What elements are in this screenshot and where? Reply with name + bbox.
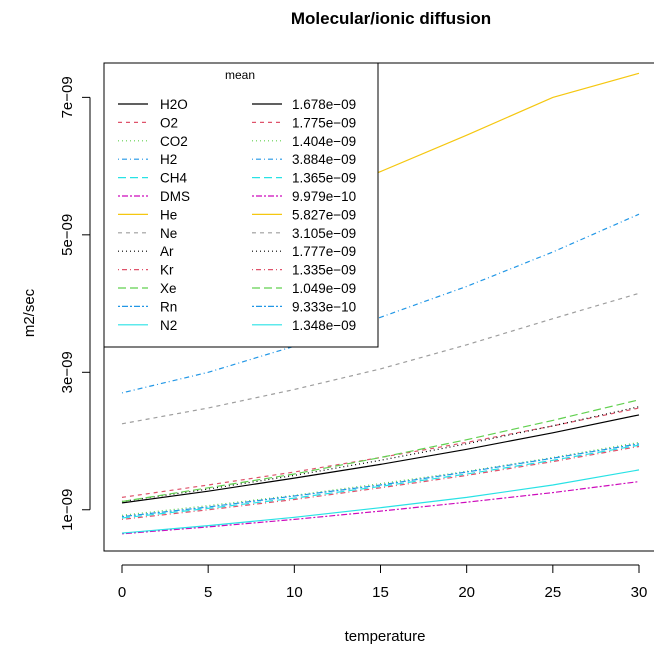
series-line-ne: [121, 292, 640, 425]
legend: mean H2O 1.678e−09 O2 1.775e−09 CO2 1.404e−09…: [103, 62, 379, 348]
legend-mean-rn: 9.333e−10: [292, 299, 356, 314]
series-line-n2: [121, 469, 640, 534]
legend-label-xe: Xe: [160, 281, 177, 296]
legend-mean-h2: 3.884e−09: [292, 152, 356, 167]
legend-label-h2o: H2O: [160, 97, 188, 112]
legend-mean-dms: 9.979e−10: [292, 189, 356, 204]
y-axis-label: m2/sec: [21, 288, 38, 337]
legend-mean-he: 5.827e−09: [292, 207, 356, 222]
legend-label-ne: Ne: [160, 226, 177, 241]
legend-mean-ch4: 1.365e−09: [292, 171, 356, 186]
series-line-rn: [121, 443, 640, 518]
series-line-h2: [121, 213, 640, 394]
legend-label-h2: H2: [160, 152, 177, 167]
legend-mean-kr: 1.335e−09: [292, 263, 356, 278]
series-line-xe: [121, 399, 640, 503]
series-line-co2: [121, 441, 640, 516]
legend-mean-ar: 1.777e−09: [292, 244, 356, 259]
series-line-ch4: [121, 444, 640, 519]
x-tick-label: 10: [286, 584, 303, 601]
legend-box: [103, 62, 379, 348]
legend-label-kr: Kr: [160, 263, 174, 278]
x-axis: 0 5 10 15 20 25 30: [118, 564, 648, 601]
legend-label-co2: CO2: [160, 134, 188, 149]
legend-mean-xe: 1.049e−09: [292, 281, 356, 296]
legend-label-dms: DMS: [160, 189, 190, 204]
legend-mean-co2: 1.404e−09: [292, 134, 356, 149]
legend-label-ar: Ar: [160, 244, 174, 259]
plot-lines: [121, 72, 640, 535]
x-tick-label: 15: [372, 584, 389, 601]
x-tick-label: 5: [204, 584, 212, 601]
y-tick-label: 3e−09: [59, 351, 76, 393]
x-tick-label: 0: [118, 584, 126, 601]
legend-mean-ne: 3.105e−09: [292, 226, 356, 241]
y-axis: 1e−09 3e−09 5e−09 7e−09: [59, 76, 91, 531]
legend-label-n2: N2: [160, 318, 177, 333]
legend-mean-n2: 1.348e−09: [292, 318, 356, 333]
x-axis-label: temperature: [345, 628, 426, 645]
legend-mean-o2: 1.775e−09: [292, 115, 356, 130]
x-tick-label: 25: [544, 584, 561, 601]
y-tick-label: 7e−09: [59, 76, 76, 118]
y-tick-label: 1e−09: [59, 489, 76, 531]
chart-title: Molecular/ionic diffusion: [291, 9, 491, 28]
legend-label-o2: O2: [160, 115, 178, 130]
series-line-h2o: [121, 414, 640, 504]
legend-label-rn: Rn: [160, 299, 177, 314]
y-tick-label: 5e−09: [59, 214, 76, 256]
series-line-kr: [121, 445, 640, 520]
legend-label-he: He: [160, 207, 177, 222]
legend-title: mean: [225, 68, 255, 82]
legend-mean-h2o: 1.678e−09: [292, 97, 356, 112]
series-line-dms: [121, 481, 640, 535]
legend-label-ch4: CH4: [160, 171, 187, 186]
x-tick-label: 30: [631, 584, 648, 601]
x-tick-label: 20: [458, 584, 475, 601]
